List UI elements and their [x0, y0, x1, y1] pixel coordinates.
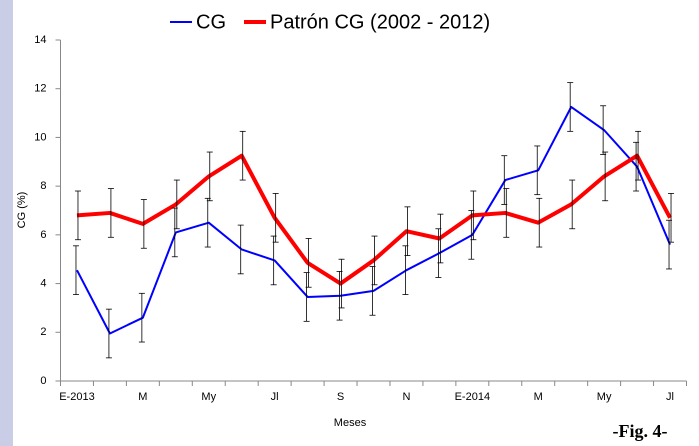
x-axis-label: Meses [334, 417, 367, 429]
y-tick-label: 0 [40, 375, 46, 387]
y-tick-label: 14 [34, 34, 46, 46]
x-tick-label: M [138, 391, 147, 403]
side-stripe [0, 0, 13, 446]
error-bar [105, 308, 112, 359]
x-tick-label: E-2014 [455, 391, 490, 403]
x-tick-label: Jl [666, 391, 674, 403]
error-bar [72, 245, 79, 295]
error-bar [404, 206, 411, 256]
error-bar [569, 179, 576, 230]
error-bar [536, 197, 543, 248]
error-bar [371, 235, 378, 286]
error-bar [107, 188, 114, 238]
y-tick-label: 8 [40, 180, 46, 192]
x-tick-label: My [201, 391, 216, 403]
error-bar [173, 179, 180, 230]
y-tick-label: 6 [40, 229, 46, 241]
error-bar [470, 190, 477, 241]
y-tick-label: 12 [34, 83, 46, 95]
x-tick-label: N [402, 391, 410, 403]
error-bar [602, 151, 609, 202]
error-bar [338, 258, 345, 309]
figure-label: -Fig. 4- [613, 421, 668, 441]
error-bar [237, 224, 244, 275]
error-bar [239, 130, 246, 181]
y-tick-label: 10 [34, 131, 46, 143]
legend-label: Patrón CG (2002 - 2012) [270, 11, 490, 33]
series-line [76, 153, 672, 286]
y-tick-label: 2 [40, 326, 46, 338]
error-bar [534, 145, 541, 196]
error-bar [140, 199, 147, 249]
series-line [76, 105, 671, 335]
error-bar [138, 292, 145, 343]
x-tick-label: M [534, 391, 543, 403]
x-tick-label: E-2013 [59, 391, 94, 403]
error-bar [437, 213, 444, 264]
x-tick-label: My [597, 391, 612, 403]
y-tick-label: 4 [40, 277, 46, 289]
error-bar [668, 193, 675, 243]
x-tick-label: S [337, 391, 344, 403]
error-bar [206, 151, 213, 202]
error-bar [567, 82, 574, 132]
x-tick-label: Jl [271, 391, 279, 403]
error-bar [272, 193, 279, 243]
y-axis-label: CG (%) [16, 192, 28, 229]
error-bar [503, 188, 510, 238]
error-bar [635, 130, 642, 181]
error-bar [74, 190, 81, 241]
error-bar [305, 238, 312, 288]
legend-label: CG [196, 11, 226, 33]
